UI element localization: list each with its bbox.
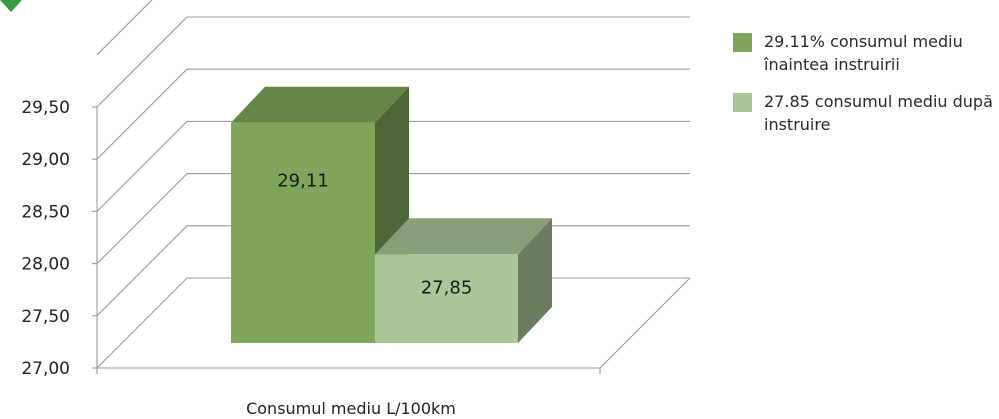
gridline-diagonal: [96, 0, 153, 56]
bar-top-face: [375, 218, 552, 255]
y-tick-label: 27,50: [21, 307, 70, 327]
bar-top-face: [231, 86, 409, 123]
bar-after: 27,85: [375, 218, 552, 343]
corner-marker-icon: [0, 0, 22, 12]
y-tick-label: 29,50: [21, 98, 70, 118]
chart-plot: 27,00 27,50 28,00 28,50 29,00 29,50 29,11 27,8…: [21, 0, 691, 418]
gridline-diagonal: [96, 68, 188, 160]
legend-item-after: 27.85 consumul mediu după instruire: [733, 90, 995, 136]
y-tick-label: 28,50: [21, 202, 70, 222]
legend: 29.11% consumul mediu înaintea instruiri…: [733, 30, 995, 150]
gridline-diagonal: [96, 121, 188, 212]
gridline-diagonal: [96, 173, 188, 264]
bar-front-face: [231, 122, 375, 343]
bar-data-label: 29,11: [277, 171, 329, 192]
legend-label-before: 29.11% consumul mediu înaintea instruiri…: [764, 32, 963, 74]
gridline-diagonal: [96, 16, 188, 108]
legend-label-after: 27.85 consumul mediu după instruire: [764, 92, 993, 134]
y-tick-label: 29,00: [21, 150, 70, 170]
legend-item-before: 29.11% consumul mediu înaintea instruiri…: [733, 30, 995, 76]
legend-swatch-before: [733, 33, 752, 52]
floor-diagonal: [599, 277, 691, 369]
gridline-diagonal: [96, 277, 188, 369]
bar-side-face: [518, 218, 552, 343]
gridline-diagonal: [96, 225, 188, 317]
bar-front-face: [375, 254, 518, 343]
bar-data-label: 27,85: [421, 277, 473, 298]
x-axis-label: Consumul mediu L/100km: [246, 399, 456, 418]
y-tick-label: 27,00: [21, 359, 70, 379]
legend-swatch-after: [733, 93, 752, 112]
y-tick-label: 28,00: [21, 255, 70, 275]
